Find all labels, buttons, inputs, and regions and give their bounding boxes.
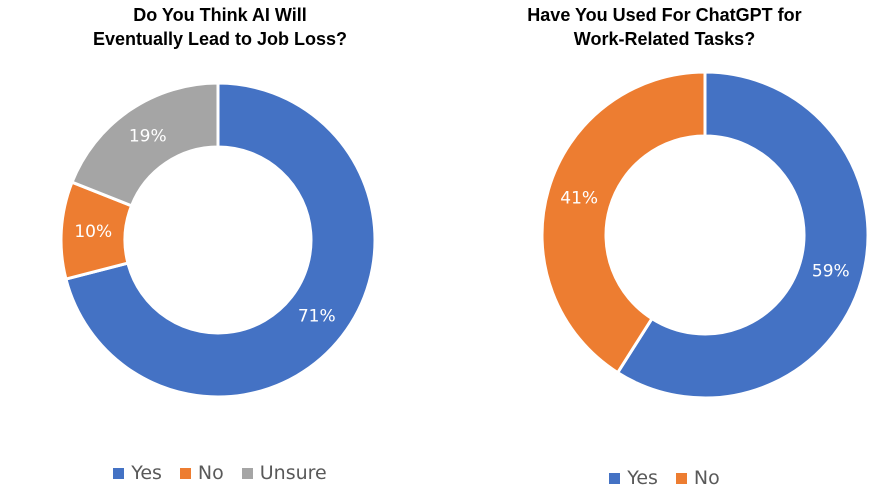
legend-item-no: No — [179, 462, 224, 484]
legend-item-no: No — [675, 467, 720, 489]
legend-label: Yes — [627, 467, 658, 489]
chart-job-loss: Do You Think AI Will Eventually Lead to … — [0, 0, 440, 491]
legend-swatch — [675, 472, 687, 484]
chart-legend: Yes No — [443, 467, 886, 489]
legend-label: Yes — [131, 462, 162, 484]
chart-title-line-2: Eventually Lead to Job Loss? — [92, 29, 348, 49]
slice-data-label: 71% — [298, 307, 336, 327]
legend-item-yes: Yes — [113, 462, 162, 484]
legend-swatch — [241, 467, 253, 479]
legend-swatch — [113, 467, 125, 479]
chart-title-line-2: Work-Related Tasks? — [573, 29, 756, 49]
slice-data-label: 59% — [812, 262, 850, 282]
chart-legend: Yes No Unsure — [0, 462, 440, 484]
donut-slice-yes — [615, 70, 870, 400]
legend-swatch — [609, 472, 621, 484]
legend-label: Unsure — [259, 462, 327, 484]
slice-data-label: 19% — [129, 127, 167, 147]
donut-slice-no — [540, 70, 707, 375]
slice-data-label: 41% — [560, 188, 598, 208]
chart-chatgpt-usage: Have You Used For ChatGPT for Work-Relat… — [443, 0, 886, 491]
chart-title-line-1: Have You Used For ChatGPT for — [527, 5, 802, 25]
chart-title-line-1: Do You Think AI Will — [133, 5, 307, 25]
chart-title: Do You Think AI Will Eventually Lead to … — [0, 3, 440, 51]
legend-item-unsure: Unsure — [241, 462, 327, 484]
donut-slice-yes — [64, 81, 377, 399]
legend-label: No — [693, 467, 720, 489]
donut-slice-unsure — [70, 81, 220, 208]
legend-swatch — [179, 467, 191, 479]
donut-chart: 71% 10% 19% — [59, 81, 377, 399]
slice-data-label: 10% — [74, 222, 112, 242]
chart-title: Have You Used For ChatGPT for Work-Relat… — [443, 3, 886, 51]
legend-item-yes: Yes — [609, 467, 658, 489]
donut-chart: 59% 41% — [540, 70, 870, 400]
legend-label: No — [197, 462, 224, 484]
